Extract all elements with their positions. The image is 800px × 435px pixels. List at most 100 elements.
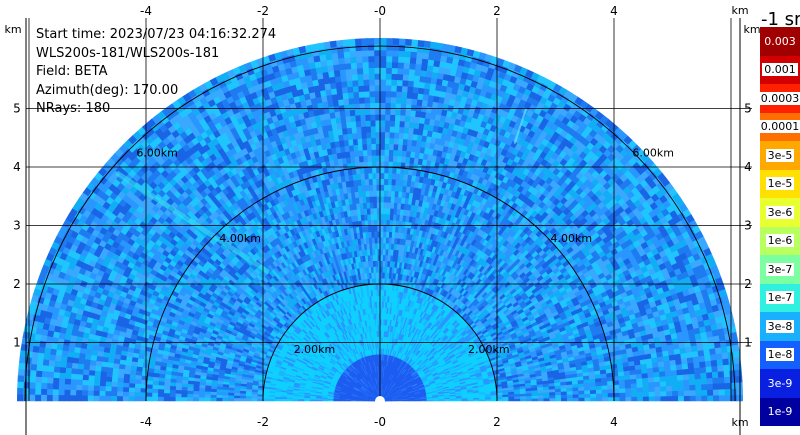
beta-range-gate: [683, 389, 691, 397]
beta-range-gate: [624, 383, 632, 389]
beta-range-gate: [712, 376, 720, 384]
beta-range-gate: [520, 398, 527, 402]
beta-range-gate: [590, 393, 597, 398]
beta-range-gate: [642, 386, 650, 393]
beta-range-gate: [648, 381, 655, 388]
beta-range-gate: [566, 397, 574, 402]
beta-range-gate: [648, 386, 656, 392]
beta-range-gate: [722, 357, 730, 366]
beta-range-gate: [735, 369, 743, 377]
beta-range-gate: [712, 388, 720, 396]
beta-range-gate: [730, 394, 738, 402]
beta-range-gate: [704, 360, 712, 368]
beta-range-gate: [665, 375, 673, 382]
beta-range-gate: [664, 370, 672, 377]
beta-range-gate: [671, 390, 679, 397]
beta-range-gate: [730, 381, 737, 390]
beta-range-gate: [688, 378, 696, 386]
beta-range-gate: [736, 381, 743, 389]
beta-range-gate: [693, 361, 701, 369]
beta-range-gate: [718, 376, 726, 384]
beta-range-gate: [677, 384, 685, 391]
beta-range-gate: [648, 395, 656, 402]
beta-range-gate: [705, 365, 713, 373]
beta-range-gate: [730, 388, 738, 396]
beta-range-gate: [733, 350, 741, 358]
beta-range-gate: [631, 396, 638, 402]
beta-range-gate: [630, 378, 638, 384]
beta-range-gate: [683, 384, 691, 391]
beta-range-gate: [707, 389, 714, 396]
beta-range-gate: [676, 374, 684, 381]
beta-range-gate: [654, 395, 662, 402]
beta-range-gate: [648, 391, 656, 397]
beta-range-gate: [722, 363, 731, 372]
beta-range-gate: [706, 383, 714, 390]
beta-range-gate: [704, 354, 712, 362]
beta-range-gate: [700, 383, 708, 391]
beta-range-gate: [700, 377, 708, 385]
beta-range-gate: [683, 395, 691, 402]
beta-range-gate: [695, 395, 703, 402]
beta-range-gate: [687, 362, 695, 369]
beta-range-gate: [701, 394, 708, 402]
beta-range-gate: [619, 387, 626, 393]
beta-range-gate: [613, 388, 621, 394]
beta-range-gate: [699, 366, 707, 374]
beta-range-gate: [665, 380, 673, 387]
beta-range-gate: [566, 393, 574, 399]
beta-range-gate: [584, 389, 591, 395]
beta-range-gate: [706, 371, 713, 379]
beta-range-gate: [584, 396, 591, 402]
beta-range-gate: [672, 395, 679, 402]
beta-range-gate: [707, 394, 714, 402]
beta-range-gate: [715, 352, 723, 360]
beta-range-gate: [688, 367, 696, 375]
beta-range-gate: [710, 359, 718, 367]
beta-range-gate: [693, 367, 701, 374]
beta-field-layer: [16, 37, 744, 402]
beta-range-gate: [589, 389, 597, 395]
beta-range-gate: [595, 392, 603, 398]
beta-range-gate: [636, 382, 644, 388]
beta-range-gate: [636, 386, 644, 393]
beta-range-gate: [724, 394, 732, 402]
beta-range-gate: [596, 396, 603, 402]
beta-range-gate: [660, 395, 668, 402]
beta-range-gate: [653, 381, 661, 387]
beta-range-gate: [659, 375, 667, 382]
beta-range-gate: [717, 370, 725, 378]
beta-range-gate: [694, 378, 702, 385]
beta-range-gate: [701, 389, 708, 396]
beta-range-gate: [601, 384, 609, 390]
beta-range-gate: [578, 397, 586, 402]
beta-range-gate: [607, 388, 615, 394]
beta-range-gate: [654, 385, 661, 392]
beta-range-gate: [728, 357, 736, 365]
beta-range-gate: [584, 393, 591, 398]
beta-range-gate: [636, 377, 643, 384]
beta-range-gate: [619, 396, 627, 402]
beta-range-gate: [706, 377, 714, 385]
beta-range-gate: [636, 391, 644, 397]
beta-range-gate: [688, 373, 696, 380]
beta-range-gate: [682, 373, 690, 381]
beta-range-gate: [653, 376, 661, 383]
beta-range-gate: [601, 392, 609, 398]
beta-range-gate: [607, 384, 615, 390]
beta-range-gate: [718, 394, 726, 402]
beta-range-gate: [677, 395, 685, 402]
beta-range-gate: [718, 382, 726, 390]
beta-range-gate: [666, 395, 673, 402]
beta-range-gate: [637, 396, 644, 402]
beta-range-gate: [717, 364, 725, 372]
beta-range-gate: [683, 379, 690, 386]
beta-range-gate: [735, 375, 743, 383]
beta-range-gate: [595, 389, 603, 394]
beta-range-gate: [618, 383, 626, 389]
beta-range-gate: [660, 390, 667, 397]
beta-range-gate: [531, 397, 539, 402]
beta-range-gate: [713, 394, 720, 402]
beta-range-gate: [676, 368, 684, 376]
